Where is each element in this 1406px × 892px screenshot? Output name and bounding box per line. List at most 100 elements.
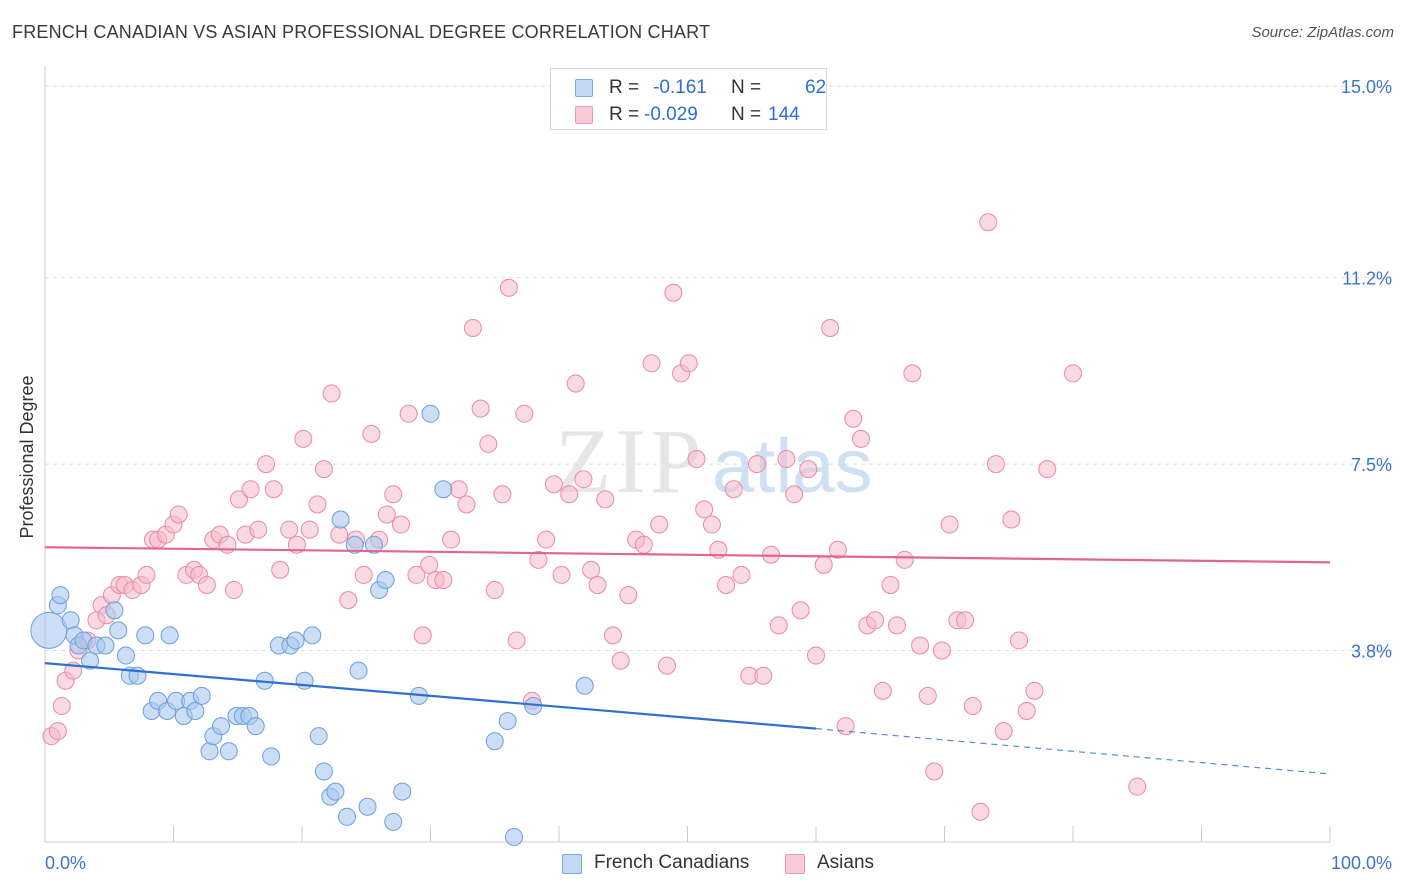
asians-point — [963, 696, 982, 715]
asians-point — [887, 616, 906, 635]
asians-point — [287, 535, 306, 554]
asians-point — [747, 455, 766, 474]
asians-point — [1010, 631, 1029, 650]
asians-point — [257, 455, 276, 474]
asians-point — [552, 565, 571, 584]
asians-point — [911, 636, 930, 655]
french-canadians-point — [105, 601, 124, 620]
asians-point — [588, 576, 607, 595]
french-canadians-point — [331, 510, 350, 529]
asians-point — [264, 480, 283, 499]
french-canadians-point — [212, 717, 231, 736]
asians-point — [471, 399, 490, 418]
asians-point — [330, 525, 349, 544]
asians-point — [48, 722, 67, 741]
series-asians — [42, 213, 1147, 821]
asians-point — [925, 762, 944, 781]
legend-r-value: -0.161 — [653, 77, 707, 98]
asians-point — [197, 576, 216, 595]
grid-layer — [45, 85, 1392, 652]
bottom-legend-swatch-blue — [562, 854, 582, 874]
asians-point — [873, 681, 892, 700]
asians-point — [619, 586, 638, 605]
asians-point — [377, 505, 396, 524]
asians-point — [507, 631, 526, 650]
asians-point — [717, 576, 736, 595]
asians-point — [1038, 460, 1057, 479]
asians-point — [529, 550, 548, 569]
french-canadians-point — [109, 621, 128, 640]
french-canadians-point — [345, 535, 364, 554]
asians-point — [1002, 510, 1021, 529]
french-canadians-point — [575, 676, 594, 695]
asians-point — [322, 384, 341, 403]
french-canadians-point — [80, 651, 99, 670]
asians-point — [769, 616, 788, 635]
french-canadians-point — [421, 404, 440, 423]
asians-point — [799, 460, 818, 479]
asians-point — [391, 515, 410, 534]
asians-point — [679, 354, 698, 373]
asians-point — [814, 555, 833, 574]
asians-point — [634, 535, 653, 554]
french-canadians-point — [200, 742, 219, 761]
legend-swatch-pink — [575, 106, 593, 124]
asians-point — [866, 611, 885, 630]
french-canadians-point — [485, 732, 504, 751]
french-canadians-point — [364, 535, 383, 554]
x-tick-label-max: 100.0% — [1331, 853, 1392, 873]
french-canadians-point — [286, 631, 305, 650]
bottom-legend-label: Asians — [817, 852, 875, 873]
asians-point — [895, 550, 914, 569]
french-canadians-point — [160, 626, 179, 645]
french-canadians-point — [51, 586, 70, 605]
asians-point — [544, 475, 563, 494]
asians-point — [732, 565, 751, 584]
asians-point — [881, 576, 900, 595]
legend-r-value: -0.029 — [644, 104, 698, 125]
asians-point — [754, 666, 773, 685]
asians-point — [137, 565, 156, 584]
asians-point — [611, 651, 630, 670]
asians-point — [979, 213, 998, 232]
french-canadians-point — [434, 480, 453, 499]
asians-point — [384, 485, 403, 504]
french-canadians-point — [498, 712, 517, 731]
french-canadians-point — [326, 782, 345, 801]
asians-point — [463, 319, 482, 338]
asians-point — [971, 802, 990, 821]
series-french-canadians — [30, 404, 594, 846]
asians-point — [407, 565, 426, 584]
stats-legend: R = -0.161 N = 62 R = -0.029 N = 144 — [550, 68, 827, 130]
chart-title: FRENCH CANADIAN VS ASIAN PROFESSIONAL DE… — [12, 22, 711, 42]
french-canadians-point — [384, 812, 403, 831]
asians-point — [362, 424, 381, 443]
asians-point — [1025, 681, 1044, 700]
french-canadians-point — [61, 611, 80, 630]
asians-point — [449, 480, 468, 499]
french-canadians-point — [303, 626, 322, 645]
asians-point — [339, 591, 358, 610]
asians-point — [724, 480, 743, 499]
asians-point — [308, 495, 327, 514]
asians-point — [399, 404, 418, 423]
asians-point — [52, 696, 71, 715]
french-canadians-point — [505, 827, 524, 846]
bottom-legend-swatch-pink — [785, 854, 805, 874]
tick-labels: 3.8% 7.5% 11.2% 15.0% 0.0% 100.0% — [45, 77, 1392, 873]
french-canadians-point — [309, 727, 328, 746]
asians-point — [642, 354, 661, 373]
asians-point — [442, 530, 461, 549]
asians-point — [493, 485, 512, 504]
asians-point — [851, 429, 870, 448]
asians-point — [918, 686, 937, 705]
legend-n-label: N = — [731, 77, 762, 98]
french-canadians-point — [358, 797, 377, 816]
asians-point — [499, 278, 518, 297]
french-canadians-point — [186, 701, 205, 720]
asians-point — [218, 535, 237, 554]
asians-point — [413, 626, 432, 645]
asians-point — [280, 520, 299, 539]
french-canadians-point — [192, 686, 211, 705]
